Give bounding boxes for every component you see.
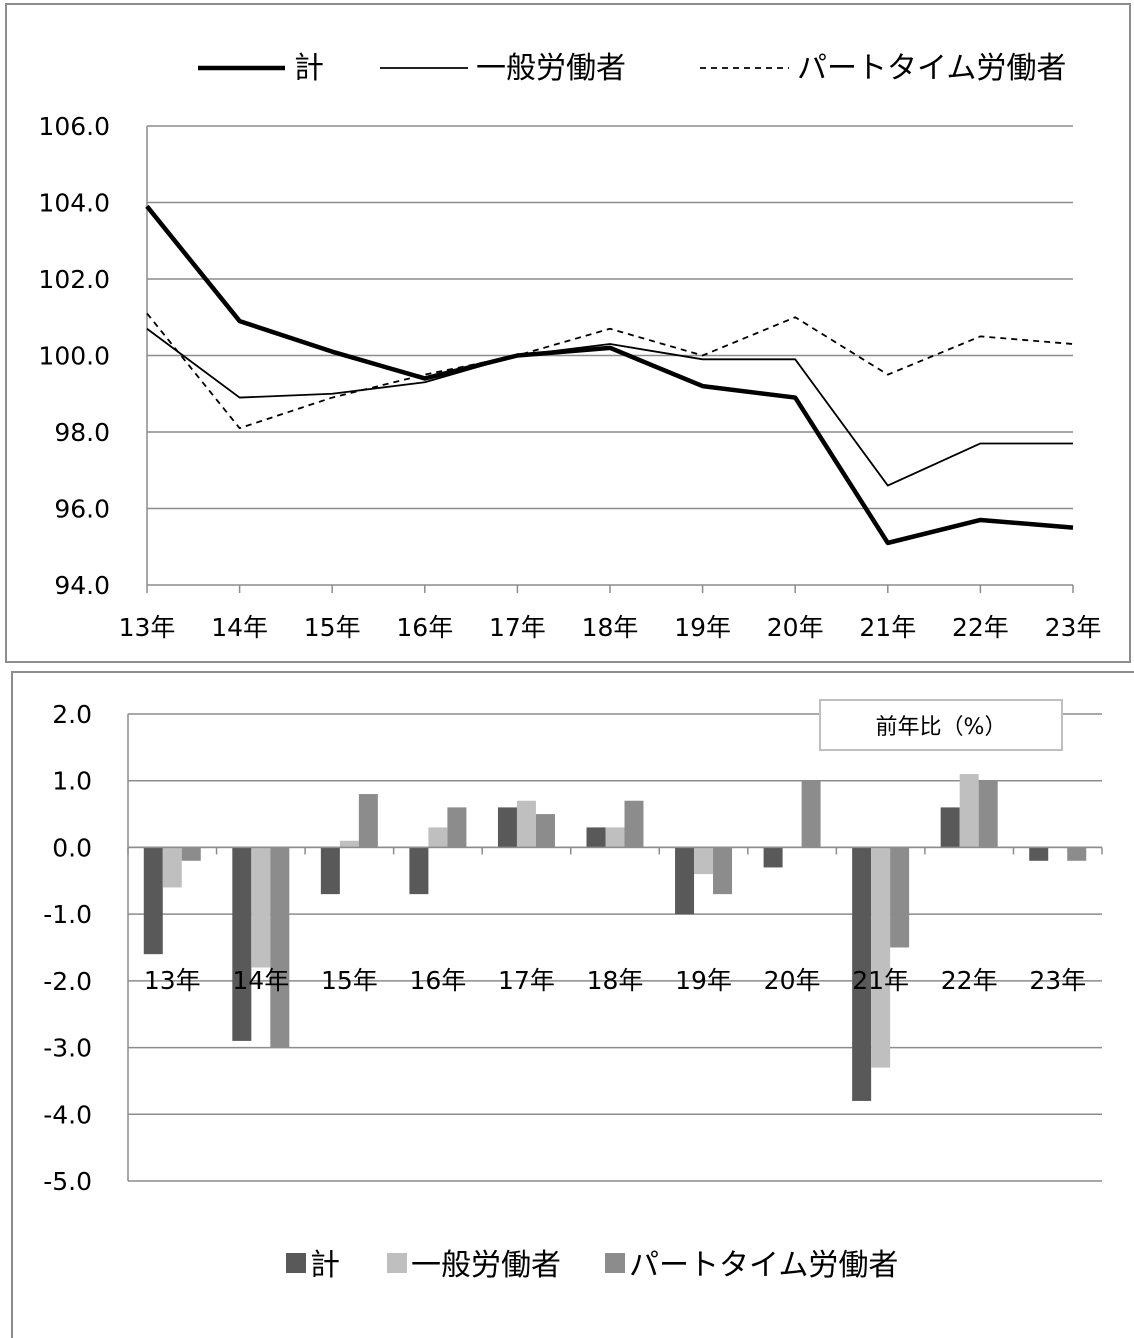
bar-chart-legend: 計 一般労働者 パートタイム労働者: [286, 1248, 898, 1283]
y-tick-label: 2.0: [52, 700, 92, 729]
x-tick-label: 23年: [1045, 613, 1102, 642]
line-chart-axes: 94.0 96.0 98.0 100.0 102.0 104.0 106.0 13年 14年 15…: [38, 112, 1101, 642]
bar-s1-19年: [694, 847, 714, 875]
x-tick-label: 17年: [498, 966, 555, 995]
legend-label-2: パートタイム労働者: [797, 51, 1066, 86]
y-tick-label: -4.0: [43, 1100, 92, 1129]
y-tick-label: 94.0: [54, 571, 110, 600]
legend-label-0: 計: [294, 51, 324, 86]
bar-chart-title: 前年比（%）: [876, 715, 1007, 740]
x-tick-label: 15年: [304, 613, 361, 642]
bar-s2-17年: [535, 814, 555, 848]
line-chart-series: [145, 204, 1074, 546]
series-line-0: [145, 204, 1074, 546]
x-tick-label: 17年: [489, 613, 546, 642]
y-tick-label: 0.0: [52, 833, 92, 862]
bar-chart-bars: [143, 774, 1087, 1101]
x-tick-label: 22年: [941, 966, 998, 995]
bar-s2-13年: [181, 847, 201, 861]
x-tick-label: 20年: [764, 966, 821, 995]
series-line-2: [146, 312, 1074, 430]
bar-chart-title-box: 前年比（%）: [819, 699, 1063, 751]
legend-label-1: 一般労働者: [411, 1248, 561, 1283]
bar-s1-17年: [516, 800, 536, 848]
bar-s0-23年: [1029, 847, 1049, 861]
bar-s1-15年: [339, 840, 359, 848]
bar-s0-15年: [320, 847, 340, 895]
bar-s2-20年: [801, 780, 821, 848]
bar-s0-13年: [143, 847, 163, 955]
bar-s0-19年: [675, 847, 695, 915]
bar-s0-21年: [852, 847, 872, 1101]
legend-swatch-2: [605, 1253, 625, 1273]
legend-swatch-0: [286, 1253, 306, 1273]
x-tick-label: 19年: [675, 966, 732, 995]
bar-s0-22年: [940, 807, 960, 848]
x-tick-label: 13年: [144, 966, 201, 995]
bar-s2-14年: [270, 847, 290, 1048]
bar-s2-15年: [358, 794, 378, 848]
y-tick-label: 104.0: [38, 189, 110, 218]
x-tick-label: 23年: [1029, 966, 1086, 995]
x-tick-label: 15年: [321, 966, 378, 995]
bar-s2-21年: [890, 847, 910, 948]
y-tick-label: 100.0: [38, 342, 110, 371]
bar-s1-18年: [605, 827, 625, 848]
x-tick-label: 21年: [852, 966, 909, 995]
y-tick-label: 98.0: [54, 418, 110, 447]
bar-chart-title-frame: [819, 699, 1063, 751]
line-chart-legend: 計 一般労働者 パートタイム労働者: [198, 51, 1066, 86]
x-tick-label: 16年: [410, 966, 467, 995]
y-tick-label: -1.0: [43, 900, 92, 929]
x-tick-label: 14年: [232, 966, 289, 995]
x-tick-label: 14年: [211, 613, 268, 642]
x-tick-label: 16年: [396, 613, 453, 642]
x-tick-label: 18年: [587, 966, 644, 995]
legend-label-1: 一般労働者: [476, 51, 626, 86]
bar-s1-13年: [162, 847, 182, 888]
bar-s1-21年: [871, 847, 891, 1068]
y-tick-label: 96.0: [54, 495, 110, 524]
bar-s0-20年: [763, 847, 783, 868]
bar-s2-22年: [978, 780, 998, 848]
bar-chart-axes: -5.0 -4.0 -3.0 -2.0 -1.0 0.0 1.0 2.0 13年 14年 15年 16…: [43, 700, 1103, 1196]
legend-swatch-1: [387, 1253, 407, 1273]
y-tick-label: 102.0: [38, 265, 110, 294]
x-tick-label: 18年: [582, 613, 639, 642]
legend-label-2: パートタイム労働者: [629, 1248, 898, 1283]
x-tick-label: 21年: [859, 613, 916, 642]
y-tick-label: -2.0: [43, 967, 92, 996]
bar-chart-frame: [11, 671, 1134, 1338]
series-line-1: [146, 328, 1073, 487]
bar-s0-17年: [497, 807, 517, 848]
y-tick-label: 106.0: [38, 112, 110, 141]
bar-s1-14年: [251, 847, 271, 968]
line-chart-frame: [5, 3, 1131, 663]
y-tick-label: -5.0: [43, 1167, 92, 1196]
bar-s1-22年: [959, 774, 979, 848]
bar-s0-18年: [586, 827, 606, 848]
x-tick-label: 13年: [119, 613, 176, 642]
x-tick-label: 19年: [674, 613, 731, 642]
x-tick-label: 20年: [767, 613, 824, 642]
bar-s2-19年: [713, 847, 733, 895]
legend-label-0: 計: [310, 1248, 340, 1283]
bar-s0-16年: [409, 847, 429, 895]
bar-s2-23年: [1067, 847, 1087, 861]
bar-s1-16年: [428, 827, 448, 848]
y-tick-label: -3.0: [43, 1034, 92, 1063]
bar-s2-16年: [447, 807, 467, 848]
y-tick-label: 1.0: [52, 767, 92, 796]
bar-s0-14年: [232, 847, 252, 1041]
bar-s2-18年: [624, 800, 644, 848]
x-tick-label: 22年: [952, 613, 1009, 642]
line-chart-gridlines: [147, 125, 1073, 586]
